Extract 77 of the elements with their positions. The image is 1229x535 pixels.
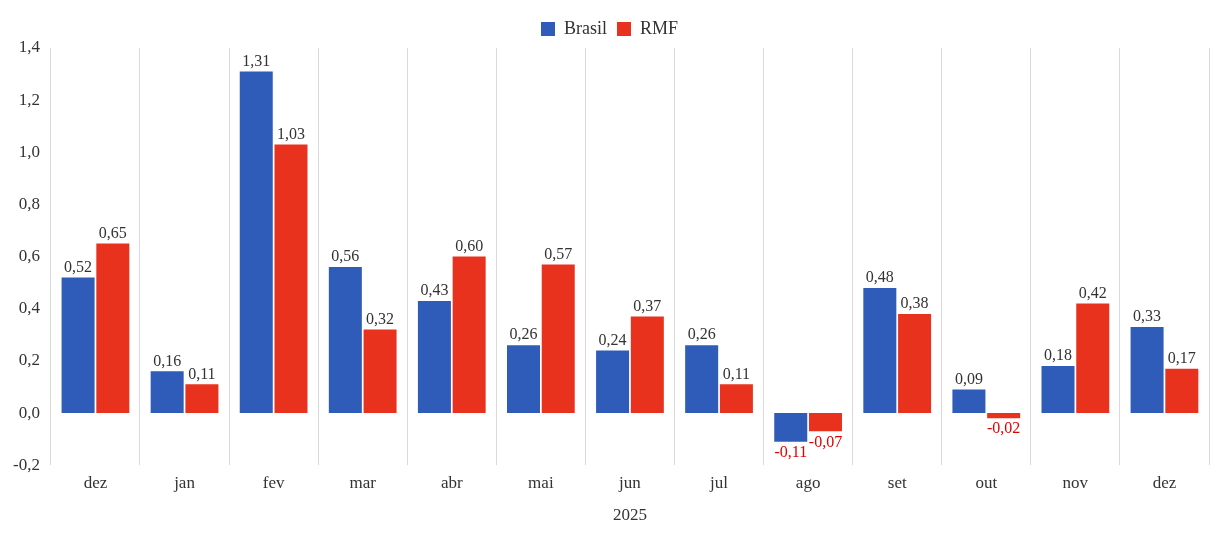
bar [239, 71, 273, 414]
x-axis-title: 2025 [612, 505, 647, 525]
bar [630, 316, 664, 414]
x-tick-label: ago [795, 472, 821, 492]
data-label: 0,33 [1133, 307, 1162, 325]
x-tick-label: abr [440, 472, 463, 492]
bar [719, 384, 753, 414]
y-tick-label: 1,0 [18, 141, 40, 161]
y-tick-label: -0,2 [12, 454, 40, 474]
data-label: 1,31 [242, 51, 271, 69]
data-label: 0,17 [1167, 348, 1196, 366]
data-label: 1,03 [276, 124, 305, 142]
y-tick-label: 1,4 [18, 37, 41, 57]
x-tick-label: jun [618, 472, 642, 492]
data-label: 0,52 [64, 257, 93, 275]
y-tick-label: 0,2 [18, 350, 40, 370]
data-label: 0,57 [544, 244, 573, 262]
bar [774, 413, 808, 442]
bar [363, 329, 397, 414]
data-label: 0,24 [598, 330, 627, 348]
bar [987, 413, 1021, 419]
bar [96, 243, 130, 414]
x-tick-label: dez [1152, 472, 1177, 492]
data-label: 0,32 [366, 309, 395, 327]
bar [417, 300, 451, 414]
data-label: 0,48 [865, 268, 894, 286]
y-tick-label: 0,4 [18, 298, 41, 318]
legend-label: Brasil [563, 17, 607, 38]
bar [898, 313, 932, 414]
x-tick-label: jan [173, 472, 196, 492]
legend-label: RMF [639, 17, 679, 38]
bar [541, 264, 575, 414]
x-tick-label: dez [83, 472, 108, 492]
bar [452, 256, 486, 414]
data-label: 0,38 [900, 294, 929, 312]
bar [328, 267, 362, 414]
data-label: 0,18 [1044, 346, 1072, 364]
x-tick-label: mai [528, 472, 554, 492]
data-label: 0,26 [509, 325, 538, 343]
data-label: -0,07 [808, 432, 843, 450]
bar [185, 384, 219, 414]
data-label: 0,26 [687, 325, 716, 343]
bar [685, 345, 719, 414]
x-tick-label: fev [262, 472, 285, 492]
bar [808, 413, 842, 432]
bar [150, 371, 184, 414]
data-label: 0,11 [722, 364, 751, 382]
data-label: 0,37 [633, 296, 662, 314]
bar [1165, 368, 1199, 414]
bar [1041, 366, 1075, 414]
bar [596, 350, 630, 414]
bar [274, 144, 308, 414]
bar [61, 277, 95, 414]
data-label: 0,65 [98, 223, 127, 241]
y-tick-label: 1,2 [18, 89, 40, 109]
y-tick-label: 0,0 [18, 402, 40, 422]
x-tick-label: set [887, 472, 907, 492]
bar [1076, 303, 1110, 414]
x-tick-label: jul [709, 472, 729, 492]
bar [1130, 327, 1164, 414]
x-tick-label: mar [349, 472, 377, 492]
bar [952, 389, 986, 414]
data-label: -0,11 [774, 442, 808, 460]
x-tick-label: out [975, 472, 998, 492]
data-label: 0,43 [420, 281, 449, 299]
data-label: 0,60 [455, 236, 484, 254]
data-label: 0,09 [954, 369, 983, 387]
bar [507, 345, 540, 414]
data-label: 0,42 [1078, 283, 1107, 301]
bar [863, 287, 897, 414]
data-label: 0,11 [188, 364, 216, 382]
data-label: 0,56 [331, 247, 360, 265]
y-tick-label: 0,6 [18, 246, 40, 266]
data-label: -0,02 [987, 419, 1021, 437]
data-label: 0,16 [153, 351, 182, 369]
x-tick-label: nov [1062, 472, 1089, 492]
y-tick-label: 0,8 [18, 193, 40, 213]
